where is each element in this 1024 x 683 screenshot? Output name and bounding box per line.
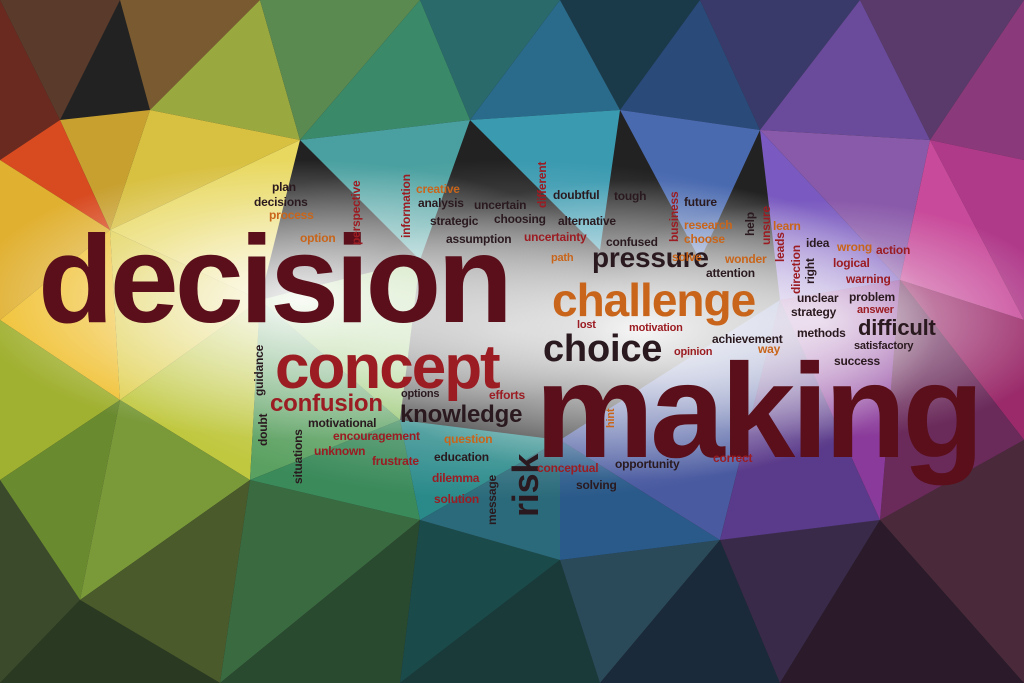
word-choice: choice (543, 328, 663, 370)
word-frustrate: frustrate (372, 454, 419, 468)
word-knowledge: knowledge (400, 401, 523, 428)
word-decision: decision (38, 211, 513, 349)
word-difficult: difficult (858, 315, 936, 340)
word-pressure: pressure (592, 242, 709, 273)
word-doubtful: doubtful (553, 188, 600, 202)
word-path: path (551, 252, 574, 264)
word-efforts: efforts (489, 388, 525, 402)
word-choose: choose (684, 232, 725, 246)
word-future: future (684, 195, 717, 209)
word-uncertainty: uncertainty (524, 230, 587, 244)
word-help: help (743, 212, 757, 236)
word-situations: situations (291, 429, 305, 484)
word-unsure: unsure (759, 206, 773, 245)
word-problem: problem (849, 290, 895, 304)
word-warning: warning (846, 272, 891, 286)
word-confused: confused (606, 235, 658, 249)
word-solution: solution (434, 492, 480, 506)
word-lost: lost (577, 319, 596, 331)
word-solving: solving (576, 478, 617, 492)
word-question: question (444, 432, 493, 446)
word-making: making (535, 337, 984, 486)
word-perspective: perspective (349, 180, 363, 245)
word-leads: leads (773, 232, 787, 262)
word-direction: direction (789, 245, 803, 294)
word-doubt: doubt (256, 413, 270, 446)
word-opinion: opinion (674, 346, 713, 358)
word-satisfactory: satisfactory (854, 340, 914, 352)
word-solve: solve (672, 250, 702, 264)
word-alternative: alternative (558, 214, 616, 228)
word-strategy: strategy (791, 305, 837, 319)
word-process: process (269, 208, 314, 222)
word-logical: logical (833, 256, 870, 270)
word-guidance: guidance (252, 344, 266, 396)
word-answer: answer (857, 304, 894, 316)
word-methods: methods (797, 326, 846, 340)
word-business: business (667, 191, 681, 242)
word-way: way (758, 342, 781, 356)
word-choosing: choosing (494, 212, 546, 226)
word-achievement: achievement (712, 332, 783, 346)
word-motivational: motivational (308, 416, 377, 430)
word-confusion: confusion (270, 390, 383, 417)
word-right: right (803, 258, 817, 284)
word-conceptual: conceptual (537, 461, 599, 475)
word-hint: hint (605, 408, 617, 428)
word-information: information (399, 174, 413, 238)
word-strategic: strategic (430, 214, 479, 228)
word-idea: idea (806, 236, 830, 250)
word-options: options (401, 388, 440, 400)
word-option: option (300, 231, 336, 245)
word-creative: creative (416, 182, 460, 196)
word-concept: concept (275, 333, 501, 402)
word-dilemma: dilemma (432, 471, 480, 485)
word-research: research (684, 218, 733, 232)
word-analysis: analysis (418, 196, 464, 210)
word-opportunity: opportunity (615, 457, 680, 471)
word-action: action (876, 243, 911, 257)
word-wonder: wonder (725, 252, 767, 266)
word-motivation: motivation (629, 322, 683, 334)
word-message: message (485, 475, 499, 525)
word-tough: tough (614, 189, 647, 203)
word-decisions: decisions (254, 195, 308, 209)
word-encouragement: encouragement (333, 429, 420, 443)
word-success: success (834, 354, 880, 368)
word-uncertain: uncertain (474, 198, 527, 212)
word-correct: correct (713, 451, 753, 465)
word-wrong: wrong (837, 240, 872, 254)
word-challenge: challenge (552, 274, 756, 326)
word-unknown: unknown (314, 444, 366, 458)
word-attention: attention (706, 266, 755, 280)
word-assumption: assumption (446, 232, 512, 246)
word-plan: plan (272, 180, 296, 194)
word-learn: learn (773, 219, 801, 233)
word-different: different (535, 161, 549, 208)
word-education: education (434, 450, 489, 464)
word-unclear: unclear (797, 291, 839, 305)
